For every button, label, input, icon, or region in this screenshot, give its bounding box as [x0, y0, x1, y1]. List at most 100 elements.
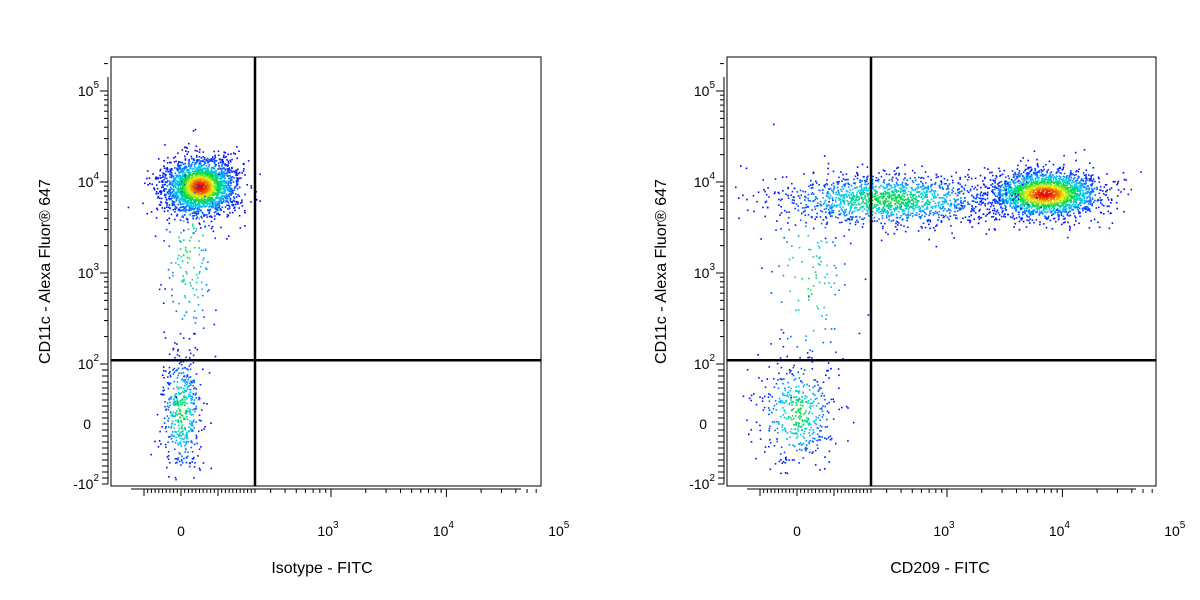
event-dot [1081, 183, 1083, 185]
event-dot [1038, 195, 1040, 197]
event-dot [1039, 223, 1041, 226]
event-dot [175, 183, 178, 185]
event-dot [1052, 179, 1055, 181]
event-dot [183, 391, 185, 394]
event-dot [163, 417, 166, 419]
event-dot [1023, 210, 1026, 212]
event-dot [1021, 194, 1024, 196]
event-dot [195, 145, 198, 147]
event-dot [202, 156, 204, 158]
event-dot [166, 466, 168, 469]
event-dot [198, 414, 201, 417]
event-dot [202, 259, 204, 261]
event-dot [175, 401, 177, 403]
event-dot [183, 404, 186, 406]
event-dot [164, 405, 166, 408]
event-dot [1052, 174, 1054, 176]
event-dot [1032, 180, 1035, 183]
event-dot [190, 190, 192, 192]
event-dot [201, 262, 204, 264]
event-dot [1070, 196, 1072, 199]
event-dot [1027, 205, 1029, 207]
event-dot [1037, 165, 1040, 168]
event-dot [186, 398, 188, 400]
event-dot [182, 200, 184, 203]
event-dot [171, 175, 173, 178]
event-dot [1035, 200, 1038, 202]
event-dot [1033, 150, 1036, 153]
event-dot [986, 193, 989, 196]
event-dot [167, 210, 169, 212]
event-dot [161, 175, 164, 177]
event-dot [1067, 204, 1069, 206]
event-dot [178, 392, 180, 395]
event-dot [1034, 182, 1036, 184]
event-dot [198, 194, 200, 197]
event-dot [1048, 206, 1051, 209]
event-dot [197, 304, 200, 306]
event-dot [195, 288, 198, 291]
event-dot [232, 181, 235, 183]
event-dot [179, 184, 182, 187]
x-tick-label: 104 [433, 520, 455, 539]
event-dot [1091, 198, 1094, 201]
event-dot [166, 204, 168, 206]
event-dot [218, 205, 221, 207]
event-dot [225, 155, 227, 158]
event-dot [962, 192, 965, 195]
event-dot [191, 183, 193, 186]
event-dot [187, 181, 189, 183]
event-dot [173, 201, 176, 204]
event-dot [988, 187, 991, 189]
event-dot [1047, 186, 1049, 188]
event-dot [188, 426, 190, 428]
event-dot [178, 435, 180, 438]
event-dot [996, 209, 999, 211]
event-dot [222, 156, 225, 158]
event-dot [1029, 177, 1031, 179]
event-dot [202, 177, 204, 180]
event-dot [202, 191, 205, 193]
event-dot [229, 211, 231, 214]
event-dot [182, 254, 185, 256]
event-dot [226, 171, 228, 174]
event-dot [1090, 190, 1092, 193]
event-dot [1018, 182, 1020, 184]
event-dot [216, 190, 219, 193]
event-dot [169, 207, 171, 210]
event-dot [195, 317, 198, 319]
event-dot [182, 195, 184, 197]
event-dot [176, 184, 179, 187]
event-dot [1047, 199, 1050, 201]
event-dot [1089, 162, 1091, 164]
event-dot [194, 190, 196, 192]
event-dot [1002, 202, 1004, 204]
event-dot [211, 204, 213, 207]
event-dot [1055, 191, 1057, 193]
event-dot [221, 206, 224, 209]
event-dot [191, 168, 193, 170]
event-dot [192, 204, 195, 207]
event-dot [218, 172, 221, 175]
event-dot [226, 200, 229, 202]
event-dot [238, 150, 240, 152]
event-dot [1034, 200, 1036, 202]
event-dot [1000, 189, 1002, 192]
event-dot [235, 196, 238, 198]
event-dot [1068, 183, 1070, 185]
event-dot [181, 190, 184, 192]
event-dot [1110, 187, 1113, 189]
event-dot [185, 200, 188, 203]
event-dot [1073, 177, 1076, 179]
event-dot [178, 168, 180, 171]
event-dot [195, 388, 198, 390]
event-dot [185, 188, 188, 190]
event-dot [160, 393, 162, 395]
event-dot [207, 181, 209, 183]
event-dot [1041, 178, 1043, 180]
event-dot [198, 448, 201, 451]
event-dot [1069, 227, 1071, 229]
event-dot [223, 176, 225, 179]
event-dot [198, 176, 201, 179]
event-dot [1086, 192, 1088, 195]
